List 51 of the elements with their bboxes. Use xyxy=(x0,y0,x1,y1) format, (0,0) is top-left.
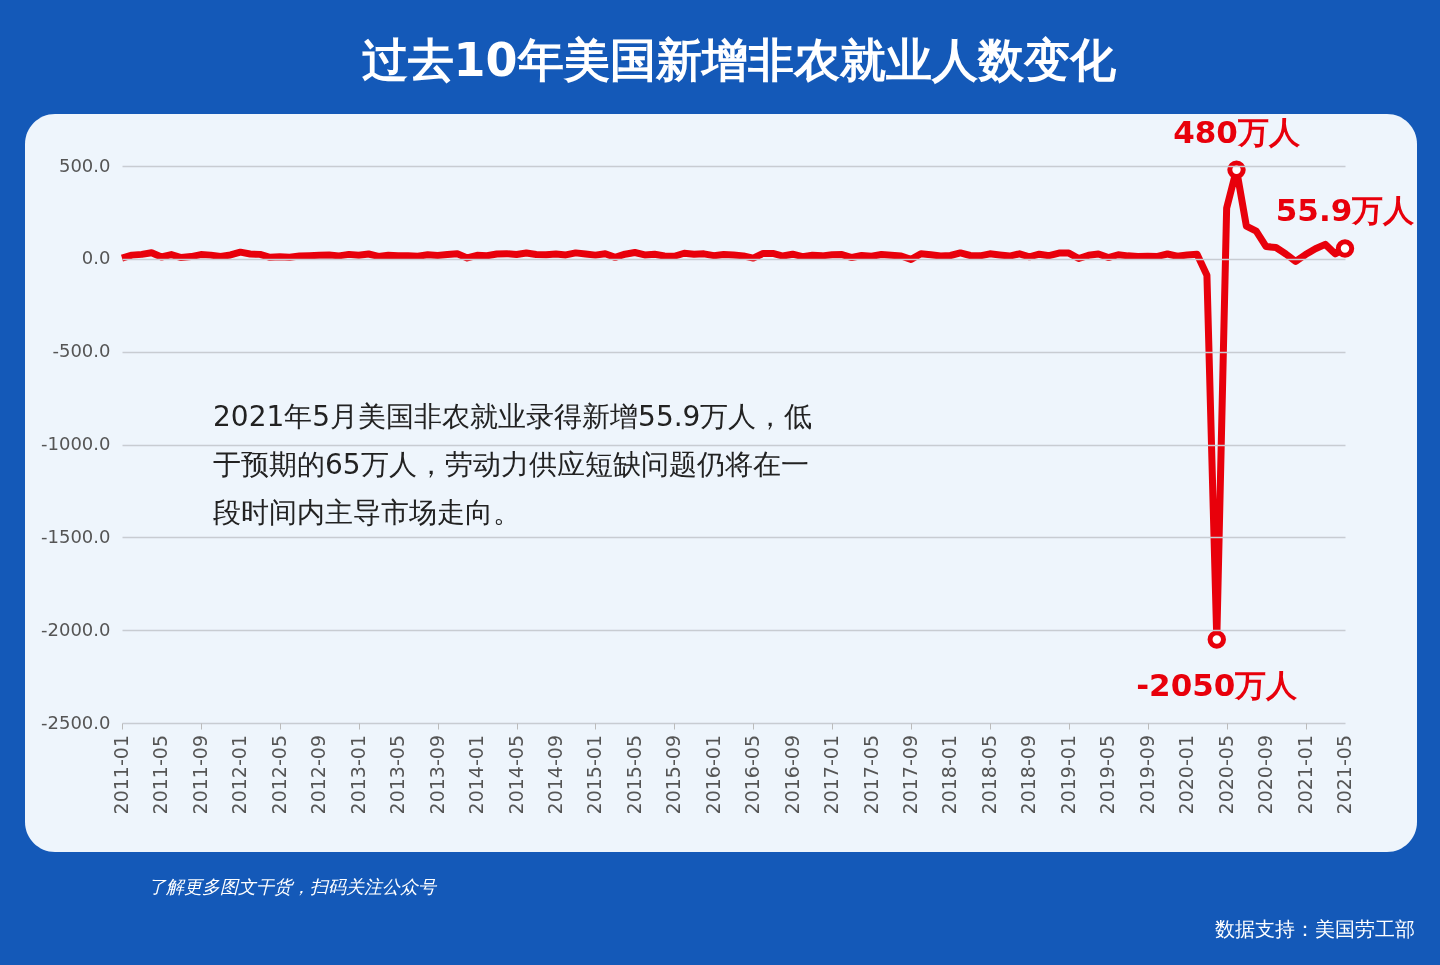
x-tick-label: 2021-05 xyxy=(1333,735,1355,815)
x-tick-label: 2012-05 xyxy=(267,735,290,815)
point xyxy=(1207,630,1226,649)
y-tick-label: -1000.0 xyxy=(41,433,111,454)
x-tick-label: 2014-01 xyxy=(465,735,488,815)
y-tick-label: 500.0 xyxy=(58,154,111,176)
x-tick-label: 2018-01 xyxy=(938,735,961,815)
x-tick-label: 2011-01 xyxy=(110,735,132,815)
point xyxy=(1227,160,1246,179)
x-tick-label: 2020-09 xyxy=(1254,735,1277,815)
x-tick-label: 2015-09 xyxy=(662,735,685,815)
y-tick-label: 0.0 xyxy=(81,247,111,269)
data-label: 480万人 xyxy=(1173,113,1301,150)
x-tick-label: 2018-05 xyxy=(977,735,1000,815)
x-tick-label: 2012-09 xyxy=(307,735,330,815)
point xyxy=(1335,239,1355,258)
x-tick-label: 2019-01 xyxy=(1056,735,1079,815)
x-tick-label: 2013-09 xyxy=(425,735,448,815)
x-tick-label: 2015-05 xyxy=(622,735,645,815)
x-tick-label: 2011-09 xyxy=(188,735,211,815)
x-tick-label: 2014-05 xyxy=(504,735,527,815)
annotation: 段时间内主导市场走向。 xyxy=(213,496,521,529)
x-tick-label: 2018-09 xyxy=(1017,735,1040,815)
annotation: 2021年5月美国非农就业录得新增55.9万人，低 xyxy=(213,400,813,433)
x-tick-label: 2017-01 xyxy=(820,735,843,815)
x-tick-label: 2020-05 xyxy=(1214,735,1237,815)
data-label: -2050万人 xyxy=(1136,667,1299,704)
x-tick-label: 2021-01 xyxy=(1293,735,1316,815)
chart-title: 过去10年美国新增非农就业人数变化 xyxy=(361,33,1117,87)
text: 了解更多图文干货，扫码关注公众号 xyxy=(148,876,438,897)
x-tick-label: 2011-05 xyxy=(149,735,172,815)
x-tick-label: 2016-01 xyxy=(701,735,724,815)
x-tick-label: 2016-05 xyxy=(741,735,764,815)
x-tick-label: 2015-01 xyxy=(583,735,606,815)
annotation: 于预期的65万人，劳动力供应短缺问题仍将在一 xyxy=(213,448,809,481)
x-tick-label: 2012-01 xyxy=(228,735,251,815)
x-tick-label: 2013-01 xyxy=(346,735,369,815)
x-tick-label: 2017-05 xyxy=(859,735,882,815)
x-tick-label: 2020-01 xyxy=(1175,735,1198,815)
x-tick-label: 2019-09 xyxy=(1135,735,1158,815)
y-tick-label: -1500.0 xyxy=(41,525,111,547)
y-tick-label: -2000.0 xyxy=(41,618,111,640)
x-tick-label: 2019-05 xyxy=(1096,735,1119,815)
x-tick-label: 2016-09 xyxy=(780,735,803,815)
y-tick-label: -500.0 xyxy=(52,340,111,362)
x-tick-label: 2013-05 xyxy=(386,735,409,815)
text: 数据支持：美国劳工部 xyxy=(1215,917,1415,941)
data-label: 55.9万人 xyxy=(1275,192,1416,229)
y-tick-label: -2500.0 xyxy=(41,711,111,733)
x-tick-label: 2017-09 xyxy=(899,735,922,815)
x-tick-label: 2014-09 xyxy=(543,735,566,815)
